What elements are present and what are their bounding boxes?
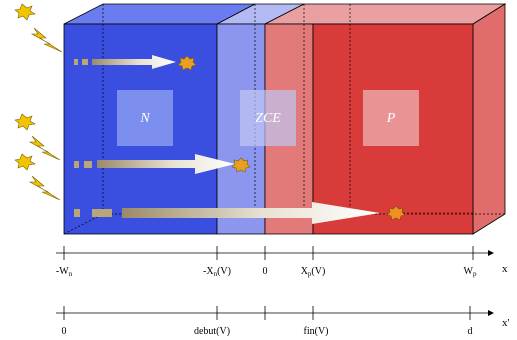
region-label-n: N (117, 90, 173, 146)
photon-arrow-1 (74, 55, 176, 69)
tick-label-minus-wn: -Wn (56, 266, 73, 278)
tick-label-fin: fin(V) (304, 326, 329, 337)
region-label-p: P (363, 90, 419, 146)
label-p: P (386, 111, 396, 126)
photon-arrow-3 (74, 202, 380, 224)
burst-star-icon (177, 55, 197, 71)
axis-x-prime-variable: x' (502, 317, 510, 329)
axis-x-ticks (63, 246, 474, 260)
tick-label-0: 0 (62, 326, 67, 337)
tick-label-d: d (468, 326, 473, 337)
region-label-zce: ZCE (240, 90, 296, 146)
label-zce: ZCE (255, 111, 281, 126)
tick-label-xp: Xp(V) (301, 266, 326, 278)
axis-x-prime: 0 debut(V) fin(V) d x' (56, 306, 510, 337)
axis-x-prime-ticks (63, 306, 471, 320)
tick-label-zero: 0 (263, 266, 268, 277)
lightning-bolt-icon (14, 113, 61, 161)
axis-x-variable: x (502, 263, 508, 275)
lightning-bolt-icon (14, 3, 63, 53)
axis-x: -Wn -Xn(V) 0 Xp(V) Wp x (56, 246, 508, 278)
tick-label-minus-xn: -Xn(V) (203, 266, 231, 278)
tick-label-wp: Wp (464, 266, 477, 278)
burst-star-icon (386, 205, 406, 221)
lightning-bolt-icon (14, 153, 61, 201)
photon-arrow-2 (74, 154, 235, 174)
tick-label-debut: debut(V) (194, 326, 230, 337)
burst-star-icon (231, 157, 251, 173)
label-n: N (139, 111, 150, 126)
